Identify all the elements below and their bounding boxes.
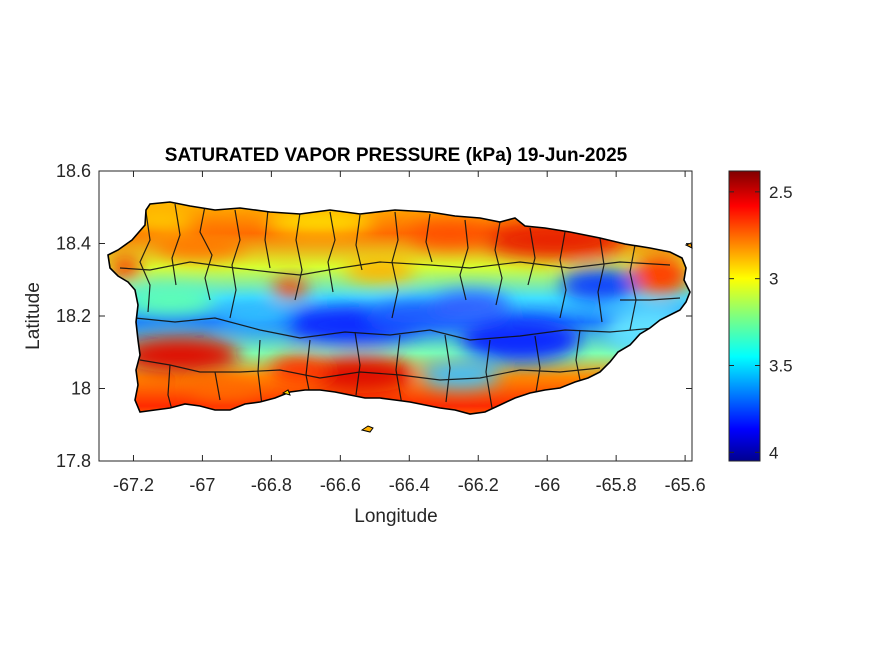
x-tick-label: -66.4	[389, 475, 430, 495]
y-tick-label: 18.6	[56, 161, 91, 181]
x-tick-label: -65.6	[665, 475, 706, 495]
chart-title: SATURATED VAPOR PRESSURE (kPa) 19-Jun-20…	[165, 145, 628, 166]
y-axis-label: Latitude	[23, 282, 44, 350]
y-tick-label: 17.8	[56, 451, 91, 471]
y-tick-label: 18.2	[56, 306, 91, 326]
offshore-islet	[281, 389, 291, 396]
y-tick-label: 18.4	[56, 234, 91, 254]
x-axis-label: Longitude	[354, 506, 437, 527]
plot-area: -67.2 -67 -66.8 -66.6 -66.4 -66.2 -66 -65.8 -65.…	[56, 161, 706, 495]
x-tick-label: -66	[534, 475, 560, 495]
colorbar-tick-label: 4	[769, 443, 778, 462]
x-tick-label: -65.8	[596, 475, 637, 495]
x-tick-label: -67.2	[113, 475, 154, 495]
island-outline	[107, 201, 691, 415]
offshore-islet	[360, 425, 374, 433]
x-tick-label: -66.6	[320, 475, 361, 495]
x-tick-label: -66.8	[251, 475, 292, 495]
colorbar-tick-label: 3.5	[769, 356, 793, 375]
colorbar: 2.5 3 3.5 4	[728, 170, 793, 462]
municipal-boundaries	[119, 203, 681, 411]
colorbar-tick-label: 2.5	[769, 183, 793, 202]
colorbar-ticks: 2.5 3 3.5 4	[729, 183, 793, 462]
y-axis: 18.6 18.4 18.2 18 17.8	[56, 161, 692, 471]
x-tick-label: -67	[189, 475, 215, 495]
colorbar-tick-label: 3	[769, 270, 778, 289]
y-tick-label: 18	[71, 379, 91, 399]
x-tick-label: -66.2	[458, 475, 499, 495]
colorbar-scale	[728, 170, 761, 462]
x-axis: -67.2 -67 -66.8 -66.6 -66.4 -66.2 -66 -65.8 -65.…	[113, 171, 706, 495]
